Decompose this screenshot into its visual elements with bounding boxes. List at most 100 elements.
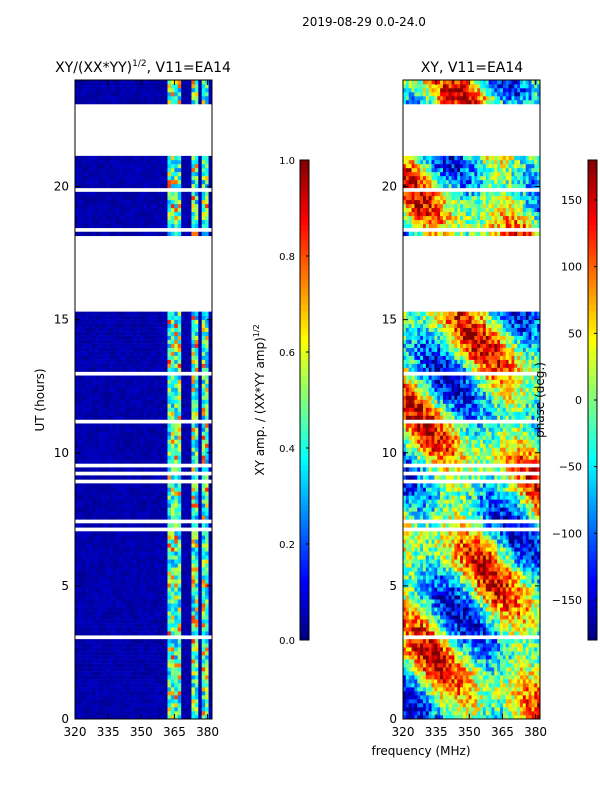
heatmap-cell (167, 671, 171, 675)
heatmap-cell (191, 695, 195, 699)
heatmap-cell (185, 220, 189, 224)
heatmap-cell (89, 555, 93, 559)
heatmap-cell (154, 667, 158, 671)
heatmap-cell (144, 631, 148, 635)
heatmap-cell (102, 703, 106, 707)
heatmap-cell (144, 563, 148, 567)
heatmap-cell (99, 312, 103, 316)
heatmap-cell (157, 216, 161, 220)
heatmap-cell (178, 348, 182, 352)
heatmap-cell (116, 344, 120, 348)
heatmap-cell (191, 567, 195, 571)
heatmap-cell (120, 360, 124, 364)
heatmap-cell (133, 627, 137, 631)
heatmap-cell (191, 591, 195, 595)
heatmap-cell (185, 312, 189, 316)
heatmap-cell (161, 607, 165, 611)
heatmap-cell (78, 687, 82, 691)
heatmap-cell (171, 459, 175, 463)
heatmap-cell (120, 507, 124, 511)
heatmap-cell (99, 687, 103, 691)
heatmap-cell (171, 451, 175, 455)
heatmap-cell (96, 396, 100, 400)
heatmap-cell (106, 683, 110, 687)
heatmap-cell (150, 403, 154, 407)
heatmap-cell (191, 328, 195, 332)
heatmap-cell (150, 515, 154, 519)
heatmap-cell (126, 336, 130, 340)
heatmap-cell (75, 667, 79, 671)
heatmap-cell (167, 599, 171, 603)
heatmap-cell (164, 156, 168, 160)
heatmap-cell (205, 459, 209, 463)
heatmap-cell (205, 388, 209, 392)
heatmap-cell (198, 475, 202, 479)
heatmap-cell (96, 515, 100, 519)
heatmap-cell (120, 411, 124, 415)
heatmap-cell (99, 220, 103, 224)
heatmap-cell (106, 443, 110, 447)
heatmap-cell (102, 631, 106, 635)
heatmap-cell (99, 392, 103, 396)
heatmap-cell (147, 523, 151, 527)
heatmap-cell (126, 503, 130, 507)
heatmap-cell (106, 100, 110, 104)
heatmap-cell (167, 535, 171, 539)
heatmap-cell (161, 443, 165, 447)
heatmap-cell (181, 176, 185, 180)
heatmap-cell (82, 647, 86, 651)
heatmap-cell (85, 583, 89, 587)
heatmap-cell (185, 340, 189, 344)
heatmap-cell (195, 320, 199, 324)
heatmap-cell (116, 543, 120, 547)
heatmap-cell (130, 515, 134, 519)
heatmap-cell (85, 168, 89, 172)
heatmap-cell (178, 88, 182, 92)
heatmap-cell (198, 344, 202, 348)
heatmap-cell (126, 360, 130, 364)
heatmap-cell (137, 320, 141, 324)
heatmap-cell (137, 388, 141, 392)
heatmap-cell (78, 671, 82, 675)
heatmap-cell (106, 160, 110, 164)
heatmap-cell (157, 156, 161, 160)
heatmap-cell (198, 84, 202, 88)
heatmap-cell (144, 487, 148, 491)
heatmap-cell (188, 503, 192, 507)
heatmap-cell (178, 160, 182, 164)
heatmap-cell (130, 567, 134, 571)
heatmap-cell (181, 447, 185, 451)
colorbar-tick-label: 0.8 (279, 252, 295, 263)
heatmap-cell (167, 396, 171, 400)
heatmap-cell (78, 703, 82, 707)
heatmap-cell (99, 631, 103, 635)
heatmap-cell (126, 707, 130, 711)
heatmap-cell (174, 403, 178, 407)
heatmap-cell (154, 100, 158, 104)
heatmap-cell (126, 380, 130, 384)
heatmap-cell (106, 356, 110, 360)
heatmap-cell (202, 212, 206, 216)
heatmap-cell (106, 368, 110, 372)
heatmap-cell (89, 587, 93, 591)
heatmap-cell (150, 631, 154, 635)
heatmap-cell (96, 360, 100, 364)
heatmap-cell (126, 615, 130, 619)
heatmap-cell (454, 707, 457, 711)
heatmap-cell (185, 336, 189, 340)
heatmap-cell (75, 180, 79, 184)
heatmap-cell (150, 451, 154, 455)
heatmap-cell (164, 403, 168, 407)
heatmap-cell (164, 392, 168, 396)
heatmap-cell (147, 503, 151, 507)
heatmap-cell (99, 208, 103, 212)
heatmap-cell (96, 483, 100, 487)
heatmap-cell (113, 392, 117, 396)
heatmap-cell (116, 176, 120, 180)
heatmap-cell (181, 423, 185, 427)
heatmap-cell (171, 487, 175, 491)
heatmap-cell (92, 703, 96, 707)
heatmap-cell (99, 491, 103, 495)
heatmap-cell (188, 535, 192, 539)
heatmap-cell (167, 459, 171, 463)
